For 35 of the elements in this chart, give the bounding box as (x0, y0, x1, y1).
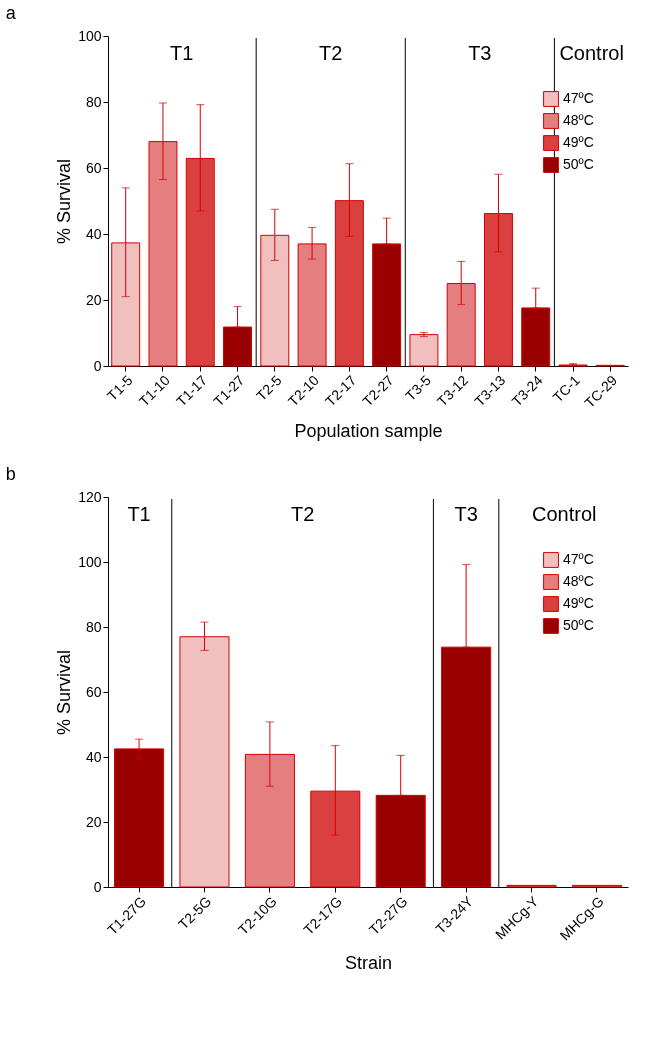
y-tick-label: 0 (93, 878, 102, 895)
y-tick-label: 0 (93, 357, 102, 374)
annotation: T3 (468, 42, 492, 64)
legend-label: 47ºC (563, 551, 594, 567)
y-tick-label: 20 (85, 813, 102, 830)
y-tick-label: 100 (78, 27, 102, 44)
annotation: T1 (169, 42, 194, 64)
y-tick-label: 20 (85, 291, 102, 308)
y-tick-label: 60 (85, 159, 102, 176)
y-tick-label: 40 (85, 748, 102, 765)
y-tick-label: 80 (85, 618, 102, 635)
x-axis-title: Population sample (294, 420, 443, 441)
legend-label: 50ºC (563, 617, 594, 633)
y-tick-label: 60 (85, 683, 102, 700)
y-tick-label: 100 (78, 553, 102, 570)
y-axis-title: % Survival (54, 158, 75, 245)
chart-title: b (5, 464, 16, 484)
chart-title: a (5, 3, 17, 23)
annotation: Control (531, 503, 597, 525)
y-tick-label: 40 (85, 225, 102, 242)
annotation: T2 (319, 42, 343, 64)
legend-label: 48ºC (563, 573, 594, 589)
y-axis-title: % Survival (54, 649, 75, 736)
legend-label: 48ºC (563, 112, 594, 128)
x-axis-title: Strain (344, 953, 393, 974)
annotation: Control (559, 42, 624, 64)
y-tick-label: 120 (78, 488, 102, 505)
annotation: T2 (290, 503, 315, 525)
legend-label: 49ºC (563, 595, 594, 611)
y-tick-label: 80 (85, 93, 102, 110)
annotation: T3 (454, 503, 478, 525)
legend-label: 47ºC (563, 90, 594, 106)
legend-label: 50ºC (563, 156, 594, 172)
annotation: T1 (127, 503, 151, 525)
legend-label: 49ºC (563, 134, 594, 150)
